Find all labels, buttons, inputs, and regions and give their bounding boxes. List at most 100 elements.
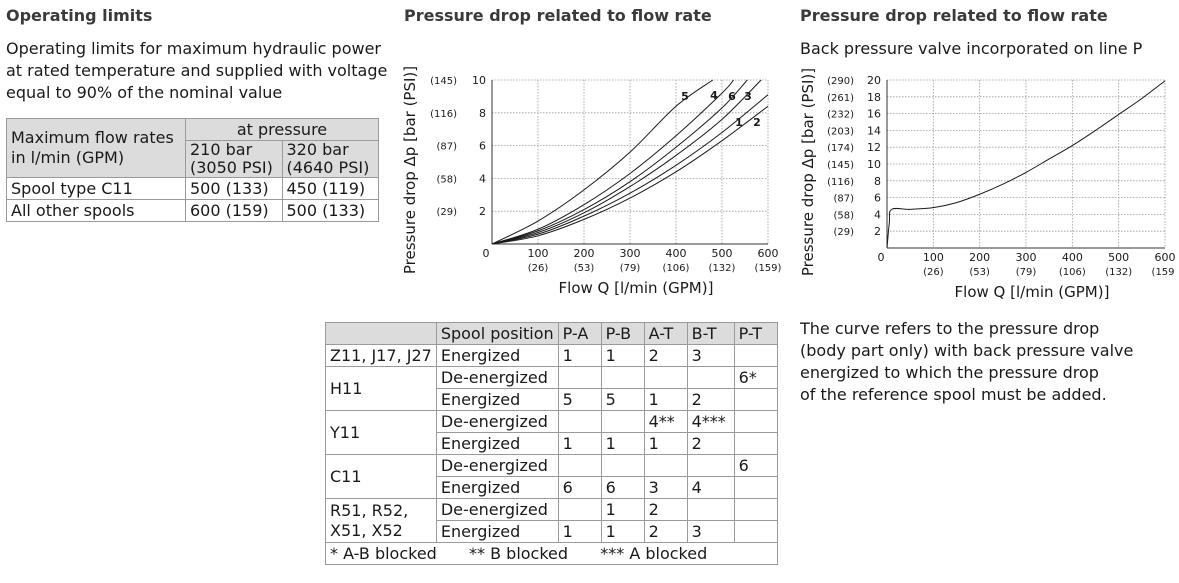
series-label: 6 [728,90,736,103]
row-header-cell: Maximum flow rates in l/min (GPM) [6,118,186,178]
col-header-210: 210 bar (3050 PSI) [185,140,283,178]
table-row: Spool type C11 500 (133) 450 (119) [6,177,379,200]
spool-value [557,366,602,389]
spool-name: Y11 [325,410,437,455]
series-label: 5 [681,90,689,103]
y-tick-label-psi: (145) [827,160,854,171]
x-tick-label-gpm: (79) [1016,267,1037,278]
spool-value: 1 [600,520,645,543]
y-tick-label: 2 [479,205,486,218]
x-tick-label-gpm: (159) [1152,267,1175,278]
x-tick-label: 300 [620,247,641,260]
back-pressure-chart: 0 100 200 300 400 500 600 (26) (53) (79) (106) (132… [799,68,1175,301]
spool-name-line: R51, R52, [330,500,409,520]
footnote-a-blocked: *** A blocked [600,543,708,563]
row-header-line: in l/min (GPM) [11,148,125,167]
y-tick-label: 18 [867,91,881,104]
header-p-t: P-T [733,322,778,345]
spool-value: 4*** [686,410,735,433]
row-value: 500 (133) [185,177,283,200]
spool-value [557,498,602,521]
x-tick-label: 100 [923,251,944,264]
spool-value: 4** [643,410,688,433]
spool-value [733,344,778,367]
footnote-b-blocked: ** B blocked [469,543,569,563]
description-line: Operating limits for maximum hydraulic p… [6,39,381,58]
note-line: energized to which the pressure drop [800,363,1099,382]
spool-value [643,454,688,477]
spool-value: 2 [643,498,688,521]
col-header-line: 320 bar [286,140,349,159]
y-tick-label: 6 [479,140,486,153]
spool-value [557,454,602,477]
table-row: R51, R52, X51, X52 De-energized 1 2 [325,498,778,543]
x-tick-label-gpm: (53) [969,267,990,278]
x-tick-label: 200 [574,247,595,260]
x-tick-label-gpm: (26) [923,267,944,278]
series-line [491,105,769,245]
row-label: Spool type C11 [6,177,186,200]
series-label: 4 [710,89,718,102]
back-pressure-title: Pressure drop related to flow rate [800,6,1108,25]
header-p-a: P-A [557,322,602,345]
spool-value: 2 [686,388,735,411]
series-line [491,79,734,245]
spool-value: 6 [733,454,778,477]
x-tick-label: 600 [758,247,779,260]
x-tick-label-gpm: (132) [709,263,736,274]
spool-value [733,388,778,411]
spool-state: Energized [435,476,559,499]
spool-value: 2 [643,520,688,543]
x-tick-label: 0 [878,251,885,264]
y-tick-label: 20 [867,74,881,87]
grid [492,79,769,244]
spool-state: Energized [435,520,559,543]
spool-state: De-energized [435,498,559,521]
note-line: The curve refers to the pressure drop [800,319,1100,338]
col-header-line: 210 bar [190,140,253,159]
spool-value: 1 [600,498,645,521]
spool-value: 2 [686,432,735,455]
row-header-line: Maximum flow rates [11,128,174,147]
series-line [491,94,769,245]
spool-value: 3 [643,476,688,499]
series-line [886,80,1166,249]
spool-state: De-energized [435,366,559,389]
description-line: at rated temperature and supplied with v… [6,61,388,80]
x-tick-label-gpm: (53) [574,263,595,274]
spool-state: De-energized [435,410,559,433]
x-axis-title: Flow Q [l/min (GPM)] [559,279,714,297]
x-tick-label: 500 [1108,251,1129,264]
series-line [491,79,748,245]
pressure-drop-chart: 0 100 200 300 400 500 600 (26) (53) (79) (106) (132… [401,66,782,297]
spool-value [686,454,735,477]
spool-value: 1 [600,344,645,367]
header-p-b: P-B [600,322,645,345]
y-tick-label-psi: (261) [827,93,854,104]
spool-value: 1 [557,432,602,455]
x-tick-label: 400 [666,247,687,260]
spool-value [733,410,778,433]
spool-name: H11 [325,366,437,411]
grid [887,79,1166,248]
table-row: H11 De-energized 6* [325,366,778,411]
back-pressure-subtitle: Back pressure valve incorporated on line… [800,39,1143,58]
description-line: equal to 90% of the nominal value [6,83,283,102]
pressure-drop-title: Pressure drop related to flow rate [404,6,712,25]
spool-value: 1 [643,388,688,411]
operating-limits-table: Maximum flow rates in l/min (GPM) at pre… [6,118,379,222]
spool-state: Energized [435,432,559,455]
operating-limits-description: Operating limits for maximum hydraulic p… [6,38,387,104]
y-tick-label-psi: (87) [833,194,854,205]
series-line [491,79,714,245]
y-tick-label-psi: (58) [436,174,457,185]
x-tick-label: 200 [969,251,990,264]
row-value: 450 (119) [281,177,379,200]
spool-state: Energized [435,344,559,367]
x-tick-label: 300 [1016,251,1037,264]
spool-value: 1 [600,432,645,455]
spool-value: 5 [600,388,645,411]
spool-value: 4 [686,476,735,499]
y-tick-label-psi: (116) [827,177,854,188]
y-tick-label: 2 [874,225,881,238]
